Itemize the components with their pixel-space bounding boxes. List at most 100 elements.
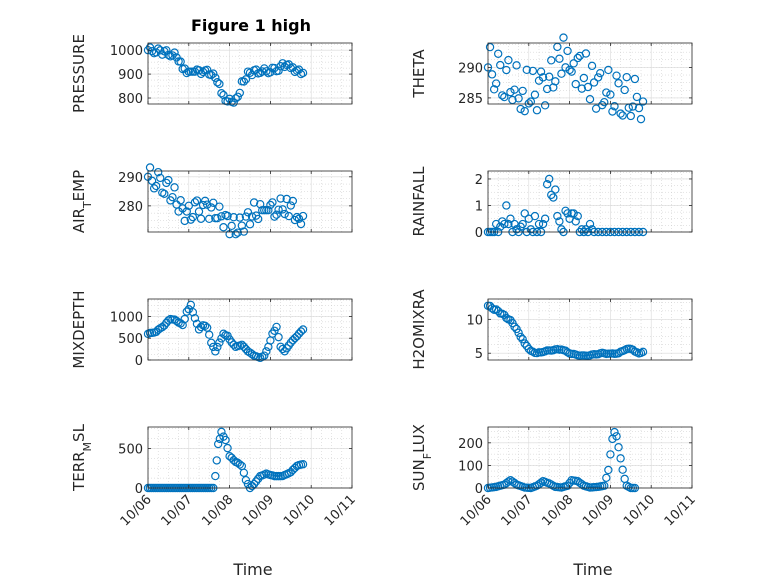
data-point [600, 481, 609, 490]
data-point [149, 184, 159, 193]
data-point [176, 57, 185, 66]
data-point [213, 213, 222, 223]
data-point [233, 228, 242, 237]
data-point [506, 214, 515, 223]
subplot-pressure: 800 900 1000 PRESSURE [70, 34, 353, 113]
data-point [209, 69, 218, 78]
data-point [229, 98, 238, 107]
data-point [606, 90, 615, 99]
data-point [604, 465, 613, 475]
data-point [266, 200, 275, 210]
data-point [194, 207, 204, 216]
data-point [514, 94, 523, 103]
figure-title: Figure 1 high [191, 16, 311, 35]
data-point [577, 84, 587, 93]
data-point [280, 62, 289, 72]
data-point [170, 183, 179, 192]
data-point [168, 192, 177, 202]
data-point [547, 190, 556, 200]
data-point [526, 97, 536, 106]
data-point [270, 212, 279, 221]
data-point [209, 198, 218, 207]
y-tick-label: 2 [475, 173, 483, 188]
data-point [207, 338, 216, 347]
data-point [160, 189, 169, 199]
data-point [211, 347, 220, 356]
data-point [612, 432, 621, 441]
data-point [593, 73, 603, 82]
data-point [504, 219, 513, 229]
subplot-h2omixra: 5 10 H2OMIXRA [410, 289, 693, 370]
data-point [211, 471, 220, 481]
data-point [520, 106, 529, 116]
data-point [547, 56, 556, 65]
axes-box [147, 42, 353, 105]
subplot-sun-flux: 0 100 200 10/06 10/07 10/08 10/09 10/10 10/11 Tim… [410, 424, 699, 579]
data-point [217, 89, 226, 98]
data-point [573, 53, 582, 63]
x-tick-label: 10/09 [580, 492, 617, 529]
data-point [262, 347, 271, 356]
data-point [176, 196, 185, 205]
subplot-rainfall: 0 1 2 RAINFALL [410, 166, 693, 241]
axes-box [487, 170, 693, 233]
subplot-air-temp: 280 290 AIRTEMP [70, 163, 353, 239]
data-point [264, 206, 273, 215]
data-point [219, 90, 228, 100]
data-point [608, 107, 617, 116]
data-point [298, 460, 308, 469]
data-point [260, 351, 269, 360]
subplot-terr-msl: 0 500 10/06 10/07 10/08 10/09 10/10 10/11 Time TE… [70, 423, 359, 579]
data-point [528, 66, 538, 76]
data-point [563, 348, 572, 357]
data-point [638, 347, 648, 357]
data-point [170, 48, 179, 57]
data-point [196, 214, 206, 223]
data-point [204, 214, 214, 224]
x-tick-label: 10/06 [118, 492, 155, 529]
x-tick-label: 10/08 [199, 492, 236, 529]
data-point [487, 70, 497, 79]
data-point [237, 221, 247, 230]
data-point [198, 200, 208, 210]
data-point [563, 46, 572, 56]
data-point [585, 219, 595, 229]
data-point [241, 212, 251, 221]
data-point [164, 175, 173, 185]
data-point [180, 216, 189, 226]
x-tick-label: 10/06 [458, 492, 495, 529]
data-point [192, 196, 202, 205]
data-point [229, 340, 238, 349]
data-point [172, 316, 181, 326]
y-axis-label: MIXDEPTH [70, 290, 88, 368]
data-point [235, 213, 244, 222]
data-point [581, 49, 591, 58]
data-point [536, 67, 546, 76]
data-point [298, 325, 308, 334]
data-point [292, 212, 302, 222]
y-tick-label: 500 [118, 332, 143, 347]
data-point [559, 33, 568, 42]
data-point [620, 85, 629, 95]
y-tick-label: 0 [475, 226, 483, 241]
data-point [241, 75, 251, 84]
data-point [532, 106, 542, 115]
data-point [504, 55, 513, 65]
data-point [510, 85, 519, 94]
axes-box [487, 42, 693, 105]
data-point [520, 339, 529, 348]
data-point [204, 330, 214, 339]
data-point [579, 73, 589, 83]
data-point [502, 313, 511, 323]
data-point [190, 198, 200, 207]
y-axis-label: SUNFLUX [410, 424, 434, 491]
data-point [618, 465, 627, 474]
data-point [614, 79, 623, 88]
data-point [502, 201, 511, 210]
data-point [190, 314, 200, 323]
y-tick-label: 900 [118, 68, 143, 83]
x-axis-label: Time [572, 560, 612, 579]
data-point [600, 97, 609, 107]
data-point [616, 454, 625, 463]
